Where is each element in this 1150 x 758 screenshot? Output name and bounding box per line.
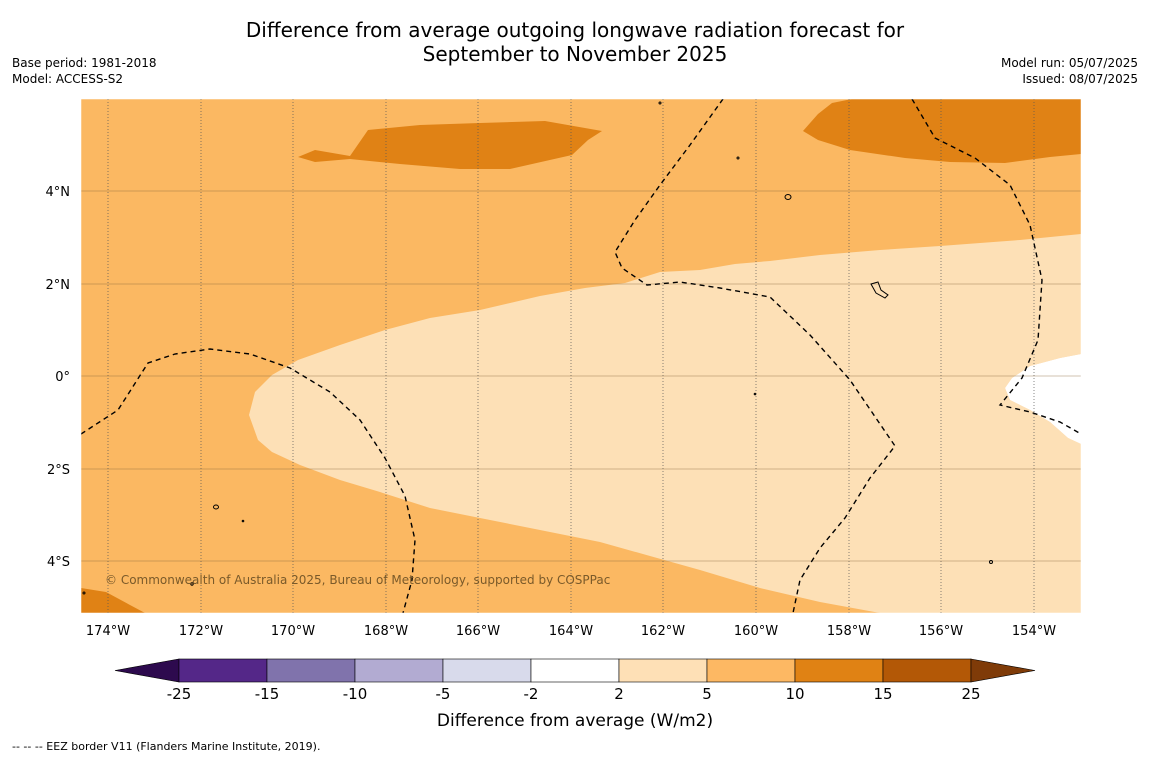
colorbar-segment [442, 658, 532, 683]
model-run: Model run: 05/07/2025 [1000, 56, 1138, 70]
latitude-label: 4°N [46, 185, 71, 200]
colorbar-tick-label: -2 [524, 685, 539, 703]
colorbar-tick-label: -10 [343, 685, 368, 703]
anomaly-patch-southwest [81, 588, 145, 613]
meta-right: Model run: 05/07/2025 Issued: 08/07/2025 [1001, 55, 1138, 87]
anomaly-band-2-5 [249, 234, 1081, 613]
model-name: Model: ACCESS-S2 [12, 72, 124, 86]
meta-left: Base period: 1981-2018 Model: ACCESS-S2 [12, 55, 157, 87]
colorbar-label: Difference from average (W/m2) [437, 711, 713, 731]
colorbar-segment [706, 658, 796, 683]
longitude-label: 162°W [641, 624, 685, 639]
parallel-lines [81, 190, 1081, 562]
colorbar-segment [794, 658, 884, 683]
colorbar-extend-low [114, 658, 180, 683]
longitude-label: 172°W [179, 624, 223, 639]
colorbar-segment [530, 658, 620, 683]
longitude-label: 166°W [456, 624, 500, 639]
eez-border-west [81, 348, 416, 613]
colorbar-tick-label: 15 [873, 685, 892, 703]
longitude-labels: 174°W 172°W 170°W 168°W 166°W 164°W 162°W 160°W… [86, 624, 1056, 639]
title-line-2: September to November 2025 [422, 42, 728, 66]
colorbar-tick-label: -15 [255, 685, 280, 703]
latitude-label: 2°N [46, 278, 71, 293]
eez-border-central [614, 99, 896, 613]
colorbar-segment [266, 658, 356, 683]
eez-borders [81, 99, 1081, 613]
longitude-label: 174°W [86, 624, 130, 639]
base-period: Base period: 1981-2018 [12, 56, 157, 70]
colorbar-segment [354, 658, 444, 683]
colorbar-tick-label: 5 [702, 685, 712, 703]
longitude-label: 156°W [919, 624, 963, 639]
anomaly-patch-northeast [803, 99, 1081, 163]
longitude-label: 170°W [271, 624, 315, 639]
colorbar-tick-label: 25 [961, 685, 980, 703]
latitude-label: 4°S [47, 555, 70, 570]
colorbar-segment [882, 658, 972, 683]
copyright-text: © Commonwealth of Australia 2025, Bureau… [105, 573, 610, 587]
colorbar: -25 -15 -10 -5 -2 2 5 10 15 25 [114, 658, 1036, 703]
latitude-label: 0° [55, 370, 70, 385]
longitude-label: 158°W [827, 624, 871, 639]
page-title: Difference from average outgoing longwav… [0, 18, 1150, 66]
title-line-1: Difference from average outgoing longwav… [245, 18, 905, 42]
footnote: -- -- -- EEZ border V11 (Flanders Marine… [12, 740, 321, 753]
colorbar-extend-high [970, 658, 1036, 683]
issued-date: Issued: 08/07/2025 [1022, 72, 1138, 86]
latitude-labels: 4°N 2°N 0° 2°S 4°S [46, 185, 71, 570]
eez-border-east [911, 99, 1081, 435]
colorbar-segment [618, 658, 708, 683]
map-area [81, 99, 1081, 613]
longitude-label: 164°W [549, 624, 593, 639]
anomaly-patch-north-central [298, 121, 602, 169]
map-frame [80, 98, 1082, 614]
longitude-label: 154°W [1012, 624, 1056, 639]
islands [82, 101, 993, 595]
colorbar-tick-label: -25 [167, 685, 192, 703]
colorbar-tick-label: 2 [614, 685, 624, 703]
latitude-label: 2°S [47, 463, 70, 478]
colorbar-tick-label: -5 [436, 685, 451, 703]
longitude-label: 168°W [364, 624, 408, 639]
colorbar-segment [178, 658, 268, 683]
colorbar-tick-label: 10 [785, 685, 804, 703]
longitude-label: 160°W [734, 624, 778, 639]
anomaly-neutral-patch [1005, 354, 1081, 444]
